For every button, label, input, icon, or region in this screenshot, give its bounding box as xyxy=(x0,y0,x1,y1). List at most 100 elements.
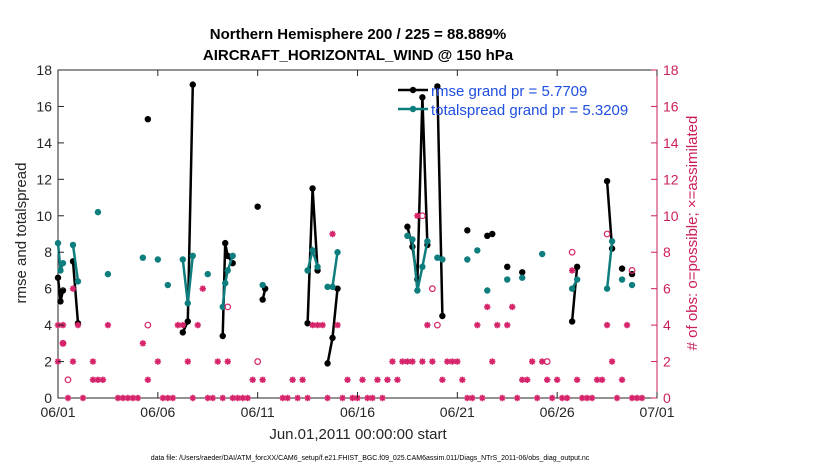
series-layer xyxy=(54,81,636,367)
obs-assimilated-marker xyxy=(444,358,451,365)
y-tick-label-right: 16 xyxy=(663,98,679,114)
obs-assimilated-marker xyxy=(134,394,142,402)
obs-assimilated-marker xyxy=(369,394,376,402)
y-tick-label-left: 8 xyxy=(44,244,52,260)
plot-area xyxy=(57,69,658,399)
rmse-point xyxy=(254,203,261,210)
obs-assimilated-marker xyxy=(633,394,641,402)
spread-point xyxy=(204,270,211,278)
rmse-point xyxy=(519,269,526,276)
obs-possible-marker xyxy=(428,285,436,293)
obs-layer xyxy=(54,212,646,402)
obs-assimilated-marker xyxy=(588,394,596,402)
obs-assimilated-marker xyxy=(344,376,351,383)
rmse-point xyxy=(618,265,626,272)
obs-assimilated-marker xyxy=(399,358,406,365)
obs-assimilated-marker xyxy=(379,394,386,402)
chart-title: Northern Hemisphere 200 / 225 = 88.889% xyxy=(210,26,506,43)
obs-possible-marker xyxy=(254,358,262,365)
x-tick-label: 06/06 xyxy=(140,404,175,420)
obs-assimilated-marker xyxy=(529,358,536,365)
y-tick-label-right: 12 xyxy=(663,171,679,187)
obs-possible-marker xyxy=(568,248,576,256)
obs-assimilated-marker xyxy=(179,321,186,329)
obs-assimilated-marker xyxy=(329,230,336,238)
obs-assimilated-marker xyxy=(389,358,396,365)
spread-point xyxy=(54,239,62,247)
obs-assimilated-marker xyxy=(534,394,541,402)
obs-assimilated-marker xyxy=(364,394,371,402)
y-tick-label-right: 18 xyxy=(663,62,679,78)
spread-point xyxy=(59,259,67,267)
spread-point xyxy=(219,303,226,311)
rmse-point xyxy=(489,230,496,238)
spread-point xyxy=(334,249,341,256)
spread-line xyxy=(221,255,234,308)
obs-assimilated-marker xyxy=(89,358,97,365)
obs-assimilated-marker xyxy=(259,376,266,383)
obs-assimilated-marker xyxy=(79,394,87,402)
obs-assimilated-marker xyxy=(519,376,526,383)
obs-assimilated-marker xyxy=(623,321,631,329)
obs-assimilated-marker xyxy=(164,394,172,402)
obs-assimilated-marker xyxy=(479,394,486,402)
obs-assimilated-marker xyxy=(289,376,296,383)
obs-assimilated-marker xyxy=(154,358,162,365)
rmse-point xyxy=(184,318,191,325)
spread-point xyxy=(69,241,77,249)
spread-point xyxy=(628,281,636,289)
obs-assimilated-marker xyxy=(474,321,481,329)
obs-assimilated-marker xyxy=(229,394,236,402)
obs-assimilated-marker xyxy=(214,358,221,365)
y-tick-label-right: 0 xyxy=(663,390,671,406)
rmse-point xyxy=(464,227,471,234)
spread-point xyxy=(57,267,64,274)
obs-assimilated-marker xyxy=(119,394,127,402)
rmse-point xyxy=(434,83,441,90)
spread-point xyxy=(424,238,431,245)
rmse-point xyxy=(54,274,62,281)
obs-assimilated-marker xyxy=(429,358,436,365)
obs-assimilated-marker xyxy=(638,394,646,402)
spread-point xyxy=(224,267,231,274)
obs-assimilated-marker xyxy=(558,394,566,402)
obs-assimilated-marker xyxy=(459,376,466,383)
spread-point xyxy=(484,287,491,294)
obs-assimilated-marker xyxy=(349,394,356,402)
x-tick-label: 07/01 xyxy=(639,404,674,420)
obs-assimilated-marker xyxy=(524,376,531,383)
spread-point xyxy=(573,276,581,283)
spread-point xyxy=(538,250,546,258)
obs-assimilated-marker xyxy=(64,394,72,402)
y-tick-label-right: 8 xyxy=(663,244,671,260)
obs-assimilated-marker xyxy=(454,358,461,365)
obs-assimilated-marker xyxy=(314,321,321,329)
rmse-point xyxy=(419,94,426,101)
spread-point xyxy=(309,247,316,254)
obs-assimilated-marker xyxy=(538,358,546,365)
legend-spread-label: totalspread grand pr = 5.3209 xyxy=(431,102,628,119)
x-tick-label: 06/26 xyxy=(540,404,575,420)
obs-possible-marker xyxy=(628,267,636,274)
rmse-point xyxy=(504,263,511,270)
x-axis-label: Jun.01,2011 00:00:00 start xyxy=(269,426,447,443)
y-tick-label-right: 14 xyxy=(663,135,679,151)
obs-assimilated-marker xyxy=(424,321,431,329)
obs-assimilated-marker xyxy=(309,321,316,329)
rmse-point xyxy=(334,285,341,292)
y-tick-label-right: 4 xyxy=(663,317,671,333)
rmse-point xyxy=(179,329,186,336)
obs-assimilated-marker xyxy=(199,285,206,292)
obs-assimilated-marker xyxy=(484,303,491,311)
rmse-point xyxy=(219,332,226,340)
obs-assimilated-marker xyxy=(404,358,411,365)
obs-assimilated-marker xyxy=(568,267,576,274)
y-tick-label-left: 16 xyxy=(36,98,52,114)
legend-rmse-label: rmse grand pr = 5.7709 xyxy=(431,83,587,100)
y-axis-label: rmse and totalspread xyxy=(13,163,30,304)
rmse-line xyxy=(570,266,579,322)
spread-point xyxy=(608,238,616,245)
obs-assimilated-marker xyxy=(334,321,341,329)
obs-assimilated-marker xyxy=(124,394,132,402)
obs-assimilated-marker xyxy=(514,394,521,402)
